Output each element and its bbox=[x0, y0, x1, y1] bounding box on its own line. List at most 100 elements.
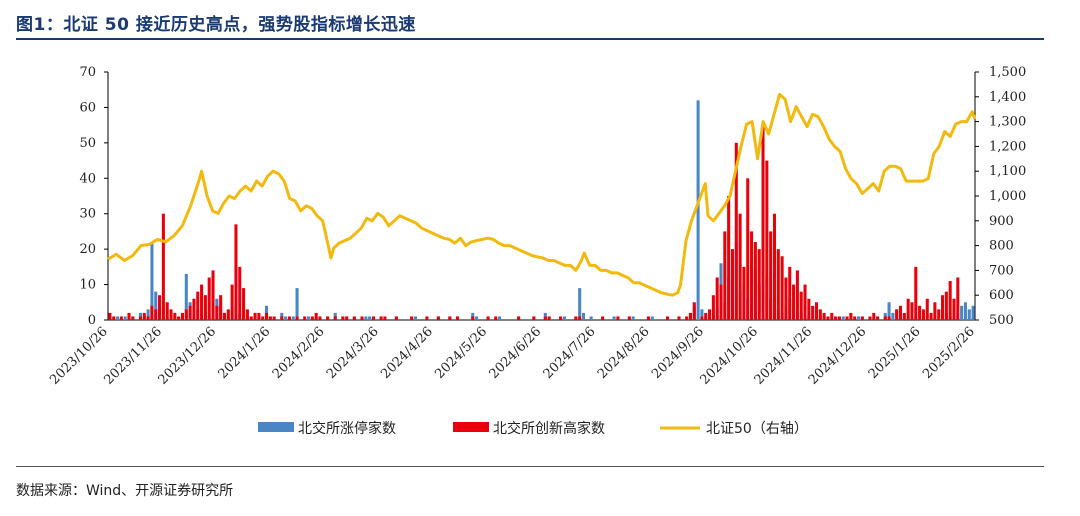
new-high-bar bbox=[436, 316, 440, 320]
limit-up-bar bbox=[887, 302, 891, 320]
new-high-bar bbox=[746, 178, 750, 320]
x-tick-label: 2024/2/26 bbox=[270, 324, 328, 382]
new-high-bar bbox=[876, 316, 880, 320]
new-high-bar bbox=[956, 277, 960, 320]
new-high-bar bbox=[784, 277, 788, 320]
new-high-bar bbox=[517, 316, 521, 320]
right-tick-label: 1,000 bbox=[989, 189, 1026, 204]
new-high-bar bbox=[700, 316, 704, 320]
new-high-bar bbox=[131, 316, 135, 320]
limit-up-bar bbox=[631, 316, 635, 320]
right-tick-label: 700 bbox=[989, 263, 1014, 278]
new-high-bar bbox=[261, 316, 265, 320]
new-high-bar bbox=[578, 316, 582, 320]
new-high-bar bbox=[245, 309, 249, 320]
axes: 0 10 20 30 40 50 60 70 500 600 700 800 900 1,000 1,100… bbox=[47, 65, 1026, 388]
source-rule bbox=[16, 466, 1044, 467]
legend-swatch bbox=[453, 422, 489, 432]
limit-up-bar bbox=[700, 309, 704, 320]
new-high-bar bbox=[910, 302, 914, 320]
new-high-bar bbox=[127, 312, 131, 320]
new-high-bar bbox=[303, 316, 307, 320]
limit-up-bar bbox=[116, 316, 120, 320]
new-high-bar bbox=[616, 316, 620, 320]
limit-up-bar bbox=[562, 316, 566, 320]
legend-swatch bbox=[258, 422, 294, 432]
right-tick-label: 1,100 bbox=[989, 164, 1026, 179]
new-high-bar bbox=[215, 305, 219, 320]
limit-up-bar bbox=[154, 291, 158, 320]
bz50-line-path bbox=[107, 92, 977, 297]
left-tick-label: 0 bbox=[88, 313, 96, 328]
new-high-bar bbox=[757, 249, 761, 320]
new-high-bar bbox=[872, 312, 876, 320]
limit-up-bar bbox=[368, 316, 372, 320]
new-high-bar bbox=[314, 312, 318, 320]
new-high-bar bbox=[379, 316, 383, 320]
new-high-bar bbox=[455, 316, 460, 320]
new-high-bar bbox=[925, 298, 929, 320]
new-high-bar bbox=[948, 281, 952, 320]
new-high-bar bbox=[738, 213, 742, 320]
new-high-bar bbox=[543, 316, 547, 320]
x-tick-label: 2025/2/26 bbox=[920, 324, 978, 382]
new-high-bar bbox=[830, 312, 834, 320]
new-high-bar bbox=[811, 305, 815, 320]
right-tick-label: 1,300 bbox=[989, 115, 1026, 130]
new-high-bar bbox=[692, 302, 696, 320]
new-high-bar bbox=[933, 302, 937, 320]
new-high-bar bbox=[222, 312, 227, 320]
new-high-bar bbox=[230, 284, 234, 320]
limit-up-bar bbox=[413, 316, 417, 320]
new-high-bar bbox=[688, 312, 692, 320]
new-high-bar bbox=[234, 224, 238, 320]
bz50-line bbox=[107, 92, 977, 297]
new-high-bar bbox=[394, 316, 398, 320]
new-high-bar bbox=[180, 312, 185, 320]
x-tick-label: 2024/9/26 bbox=[649, 324, 707, 382]
new-high-bar bbox=[158, 295, 162, 320]
limit-up-bar bbox=[856, 316, 861, 320]
new-high-bar bbox=[119, 316, 123, 320]
new-high-bar bbox=[173, 312, 177, 320]
new-high-bar bbox=[211, 270, 215, 320]
new-high-bar bbox=[853, 316, 857, 320]
new-high-bar bbox=[253, 312, 257, 320]
new-high-bar bbox=[780, 256, 784, 320]
new-high-bar bbox=[352, 316, 356, 320]
new-high-bar bbox=[845, 316, 849, 320]
new-high-bar bbox=[219, 295, 223, 320]
new-high-bar bbox=[646, 316, 650, 320]
new-high-bar bbox=[734, 142, 738, 320]
new-high-bar bbox=[887, 316, 891, 320]
new-high-bar bbox=[834, 316, 838, 320]
new-high-bar bbox=[161, 213, 165, 320]
new-high-bar bbox=[750, 231, 754, 320]
new-high-bar bbox=[150, 305, 154, 320]
new-high-bar bbox=[772, 213, 777, 320]
new-high-bar bbox=[727, 196, 731, 320]
left-tick-label: 20 bbox=[79, 242, 96, 257]
new-high-bar bbox=[165, 302, 169, 320]
limit-up-bar bbox=[578, 288, 582, 320]
right-tick-label: 1,500 bbox=[989, 65, 1026, 80]
new-high-bar bbox=[666, 316, 670, 320]
new-high-bars bbox=[108, 125, 960, 321]
new-high-bar bbox=[952, 298, 956, 320]
limit-up-bar bbox=[612, 316, 616, 320]
new-high-bar bbox=[486, 316, 490, 320]
new-high-bar bbox=[601, 316, 605, 320]
x-tick-label: 2024/1/26 bbox=[216, 324, 274, 382]
new-high-bar bbox=[448, 316, 452, 320]
new-high-bar bbox=[184, 309, 188, 320]
limit-up-bar bbox=[960, 305, 964, 320]
new-high-bar bbox=[242, 288, 246, 320]
new-high-bar bbox=[715, 277, 719, 320]
new-high-bar bbox=[753, 242, 757, 320]
chart-title: 图1：北证 50 接近历史高点，强势股指标增长迅速 bbox=[16, 15, 416, 35]
limit-up-bar bbox=[150, 242, 154, 320]
new-high-bar bbox=[112, 316, 116, 320]
new-high-bar bbox=[883, 316, 887, 320]
limit-up-bar bbox=[291, 316, 295, 320]
new-high-bar bbox=[326, 316, 330, 320]
